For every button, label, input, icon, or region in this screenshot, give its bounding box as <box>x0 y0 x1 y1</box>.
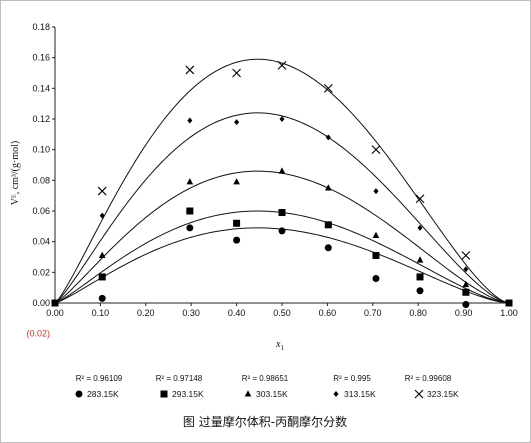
data-point-x <box>232 68 241 78</box>
data-point-diamond <box>373 188 379 195</box>
r-squared-label: R² = 0.995 <box>333 374 371 383</box>
legend-marker-square <box>160 390 168 398</box>
y-tick-label: 0.18 <box>32 22 50 32</box>
fit-curve-323_15K <box>54 58 510 304</box>
data-point-x <box>97 186 107 196</box>
legend-marker-circle <box>75 390 83 398</box>
data-point-square <box>98 273 106 281</box>
data-point-diamond <box>417 224 423 231</box>
y-tick-label: 0.04 <box>32 237 50 247</box>
x-tick-label: 0.10 <box>92 308 110 318</box>
legend-label: 303.15K <box>256 389 288 399</box>
data-point-triangle <box>462 280 470 288</box>
data-point-diamond <box>325 134 331 141</box>
data-point-triangle <box>278 167 286 174</box>
y-tick-label: (0.02) <box>26 329 50 339</box>
data-point-diamond <box>99 212 105 219</box>
data-point-circle <box>278 227 286 235</box>
r-squared-label: R² = 0.96109 <box>76 374 123 383</box>
data-point-x <box>277 60 287 70</box>
data-point-circle <box>372 274 380 282</box>
data-point-diamond <box>234 119 240 126</box>
x-axis-label-main: x <box>275 339 281 350</box>
data-point-diamond <box>279 116 285 122</box>
fit-curve-283_15K <box>54 227 510 304</box>
x-tick-label: 0.20 <box>137 308 155 318</box>
legend-label: 293.15K <box>172 389 204 399</box>
data-point-x <box>323 83 333 93</box>
x-axis-label-subscript: 1 <box>280 344 284 352</box>
data-point-circle <box>186 224 194 232</box>
y-tick-label: 0.00 <box>32 298 50 308</box>
y-tick-label: 0.08 <box>32 175 50 185</box>
x-axis-label: x1 <box>275 339 284 352</box>
y-tick-label: 0.16 <box>32 53 50 63</box>
legend-marker-triangle <box>244 390 252 397</box>
legend-label: 313.15K <box>344 389 376 399</box>
data-point-triangle <box>372 231 380 239</box>
data-point-square <box>462 288 470 296</box>
y-tick-label: 0.06 <box>32 206 50 216</box>
data-point-square <box>186 207 194 215</box>
data-point-circle <box>416 287 424 295</box>
r-squared-label: R² = 0.98651 <box>242 374 289 383</box>
x-tick-label: 0.70 <box>364 308 382 318</box>
data-point-triangle <box>186 178 194 185</box>
data-point-triangle <box>233 178 240 185</box>
data-point-x <box>371 145 381 155</box>
y-tick-label: 0.02 <box>32 267 50 277</box>
x-tick-label: 0.90 <box>455 308 473 318</box>
x-tick-label: 0.40 <box>228 308 246 318</box>
data-point-x <box>185 65 195 75</box>
data-point-square <box>372 251 380 259</box>
data-point-x <box>415 194 425 204</box>
data-point-circle <box>324 244 332 252</box>
data-point-x <box>505 299 513 307</box>
data-point-circle <box>462 301 470 309</box>
x-tick-label: 0.00 <box>46 308 64 318</box>
figure-caption: 图 过量摩尔体积-丙酮摩尔分数 <box>183 414 347 429</box>
data-point-diamond <box>187 117 193 124</box>
x-tick-label: 0.30 <box>182 308 200 318</box>
fit-curve-303_15K <box>54 170 510 304</box>
data-point-triangle <box>98 251 106 258</box>
data-point-circle <box>98 294 106 302</box>
y-axis-label: Vᴱ, cm³/(g·mol) <box>10 141 21 205</box>
x-tick-label: 0.50 <box>273 308 291 318</box>
data-point-square <box>416 273 424 281</box>
x-tick-label: 1.00 <box>500 308 518 318</box>
y-tick-label: 0.12 <box>32 114 50 124</box>
r-squared-label: R² = 0.97148 <box>156 374 203 383</box>
x-tick-label: 0.60 <box>319 308 337 318</box>
data-point-diamond <box>463 266 469 273</box>
fit-curve-293_15K <box>54 210 510 304</box>
legend-marker-x <box>414 389 424 399</box>
data-point-circle <box>233 236 241 244</box>
legend-label: 283.15K <box>87 389 119 399</box>
legend-marker-diamond <box>333 391 339 397</box>
data-point-triangle <box>325 184 332 191</box>
data-point-x <box>461 251 471 260</box>
data-point-square <box>278 209 286 217</box>
data-point-square <box>324 221 332 229</box>
r-squared-label: R² = 0.99608 <box>405 374 452 383</box>
y-tick-label: 0.10 <box>32 145 50 155</box>
data-point-triangle <box>416 256 424 263</box>
y-tick-label: 0.14 <box>32 83 50 93</box>
legend-label: 323.15K <box>427 389 459 399</box>
x-tick-label: 0.80 <box>409 308 427 318</box>
data-point-x <box>51 299 59 307</box>
data-point-square <box>233 219 241 227</box>
fit-curve-313_15K <box>54 112 510 304</box>
